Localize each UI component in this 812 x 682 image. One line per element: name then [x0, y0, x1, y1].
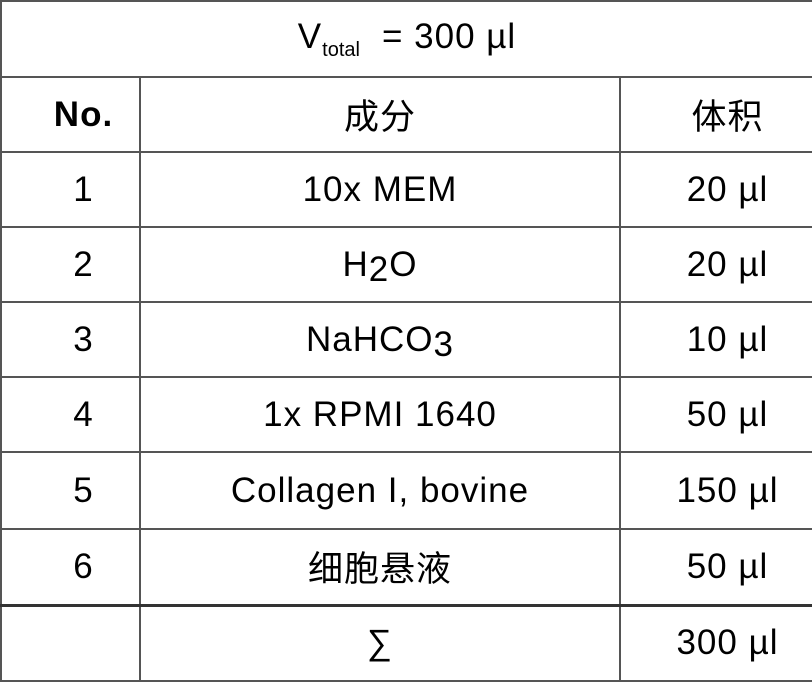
row-volume: 150 µl — [619, 451, 812, 530]
table-row: 2 H2O 20 µl — [0, 226, 812, 303]
header-no: No. — [0, 76, 141, 153]
component-part: H — [342, 244, 369, 284]
component-part: NaHCO — [306, 319, 434, 359]
row-volume: 50 µl — [619, 376, 812, 453]
sum-symbol: ∑ — [139, 603, 621, 682]
header-row: No. 成分 体积 — [0, 76, 812, 153]
row-no: 4 — [0, 376, 141, 453]
component-subscript: 3 — [433, 324, 454, 364]
total-no-empty — [0, 603, 141, 682]
row-volume: 50 µl — [619, 528, 812, 606]
table-row: 1 10x MEM 20 µl — [0, 151, 812, 228]
table-row: 4 1x RPMI 1640 50 µl — [0, 376, 812, 453]
row-volume: 10 µl — [619, 301, 812, 378]
row-component: H2O — [139, 226, 621, 303]
row-no: 3 — [0, 301, 141, 378]
row-no: 5 — [0, 451, 141, 530]
row-component: 1x RPMI 1640 — [139, 376, 621, 453]
row-volume: 20 µl — [619, 226, 812, 303]
component-subscript: 2 — [368, 249, 390, 289]
row-volume: 20 µl — [619, 151, 812, 228]
component-part: O — [389, 244, 418, 284]
row-component: NaHCO3 — [139, 301, 621, 378]
total-volume: 300 µl — [619, 603, 812, 682]
title-subscript: total — [322, 38, 360, 61]
header-component: 成分 — [139, 76, 621, 153]
row-component: Collagen I, bovine — [139, 451, 621, 530]
row-no: 6 — [0, 528, 141, 606]
table-row: 5 Collagen I, bovine 150 µl — [0, 451, 812, 530]
table-row: 6 细胞悬液 50 µl — [0, 528, 812, 606]
title-symbol: V — [297, 16, 323, 56]
row-no: 2 — [0, 226, 141, 303]
table-row: 3 NaHCO3 10 µl — [0, 301, 812, 378]
total-row: ∑ 300 µl — [0, 603, 812, 682]
title-row: Vtotal = 300 µl — [0, 0, 812, 78]
row-no: 1 — [0, 151, 141, 228]
header-volume: 体积 — [619, 76, 812, 153]
row-component: 10x MEM — [139, 151, 621, 228]
title-value: = 300 µl — [381, 16, 517, 56]
total-volume-title: Vtotal = 300 µl — [0, 0, 812, 78]
row-component: 细胞悬液 — [139, 528, 621, 606]
